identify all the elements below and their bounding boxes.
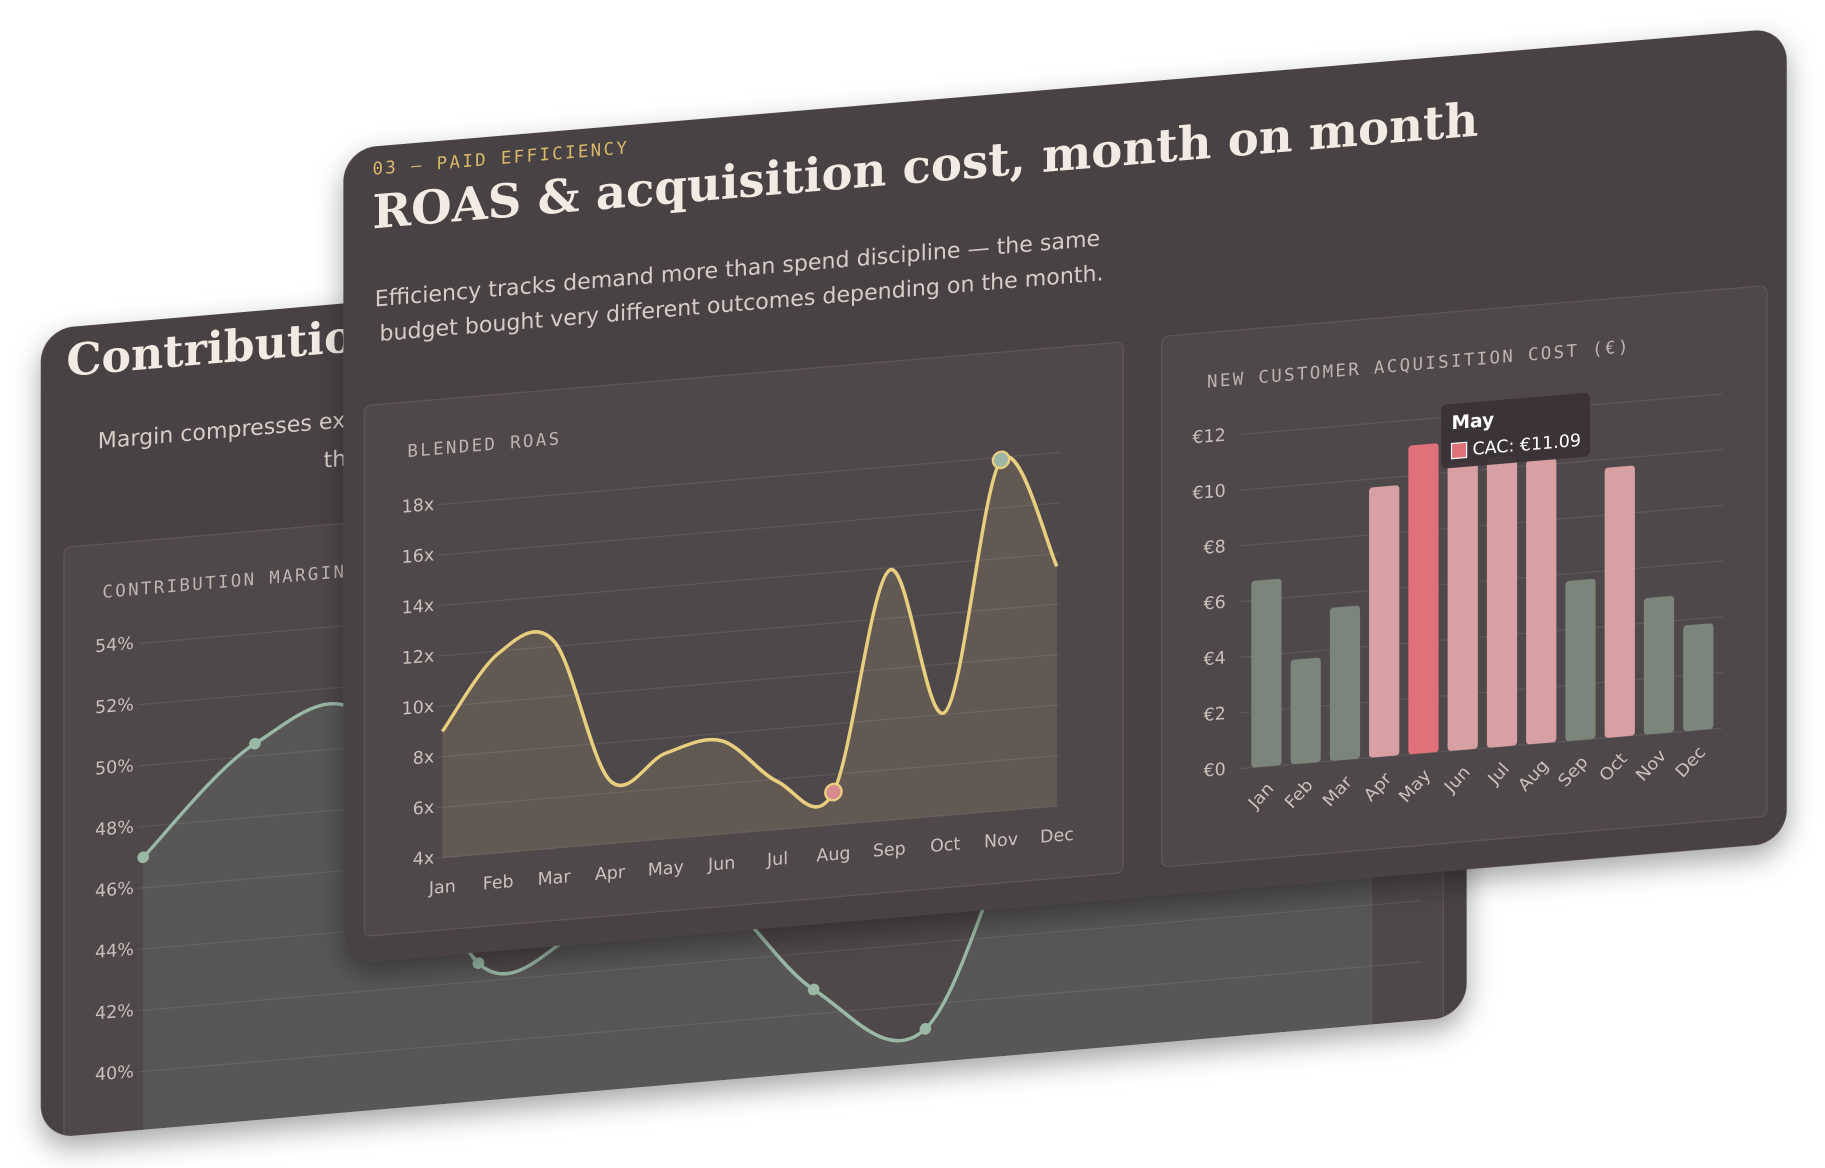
highlight-point <box>991 450 1011 470</box>
bar <box>1604 465 1635 738</box>
y-tick-label: 54% <box>95 634 134 657</box>
highlight-point <box>824 782 843 802</box>
grid-line <box>437 805 1060 859</box>
point <box>249 737 261 750</box>
y-tick-label: 12x <box>402 646 435 669</box>
y-tick-label: 14x <box>402 596 435 619</box>
bar <box>1526 458 1557 745</box>
y-tick-label: 42% <box>95 1001 134 1024</box>
y-tick-label: 8x <box>413 747 434 769</box>
card-subtitle: th <box>324 446 347 474</box>
x-tick-label: Oct <box>930 834 960 857</box>
y-tick-label: 6x <box>413 798 434 820</box>
grid-line <box>138 961 1421 1073</box>
grid-line <box>1239 504 1723 547</box>
grid-line <box>1239 616 1723 658</box>
x-tick-label: Jul <box>766 849 788 871</box>
tooltip-title: May <box>1452 410 1495 435</box>
grid-line <box>437 603 1060 657</box>
y-tick-label: 50% <box>95 756 134 779</box>
line <box>440 454 1059 809</box>
grid-line <box>437 451 1060 506</box>
grid-line <box>437 502 1060 556</box>
x-tick-label: Aug <box>816 844 850 867</box>
bar <box>1643 595 1675 735</box>
point <box>137 851 149 864</box>
grid-line <box>437 704 1060 758</box>
x-tick-label: Jun <box>707 853 735 875</box>
y-tick-label: 40% <box>95 1062 134 1085</box>
tooltip: May CAC: €11.09 <box>1441 392 1591 469</box>
y-tick-label: 18x <box>402 495 435 518</box>
bar <box>1408 443 1439 755</box>
x-tick-label: Dec <box>1040 825 1074 848</box>
y-tick-label: 10x <box>402 697 435 720</box>
y-tick-label: 44% <box>95 940 134 963</box>
grid-line <box>437 754 1060 809</box>
y-tick-label: 46% <box>95 879 134 902</box>
grid-line <box>437 552 1060 607</box>
x-tick-label: May <box>648 858 684 881</box>
y-tick-label: €2 <box>1203 704 1225 726</box>
y-tick-label: 48% <box>95 817 134 840</box>
bar <box>1486 456 1518 748</box>
grid-line <box>1239 449 1723 491</box>
point <box>472 957 485 969</box>
bar <box>1447 462 1478 751</box>
x-tick-label: Apr <box>595 863 626 886</box>
bar <box>1683 623 1714 732</box>
y-tick-label: €4 <box>1203 648 1225 670</box>
bar <box>1369 485 1400 758</box>
y-tick-label: €6 <box>1203 593 1225 615</box>
x-tick-label: Sep <box>873 839 906 862</box>
y-tick-label: 4x <box>413 848 434 870</box>
bar <box>1251 578 1282 768</box>
grid-line <box>437 653 1060 708</box>
chart-panel <box>363 341 1124 937</box>
x-tick-label: Mar <box>538 867 572 890</box>
y-tick-label: €10 <box>1192 481 1225 504</box>
point <box>807 983 820 996</box>
x-tick-label: Jan <box>428 877 456 899</box>
y-tick-label: €0 <box>1203 760 1225 782</box>
bar <box>1565 578 1596 742</box>
tooltip-box <box>1441 392 1591 469</box>
front-card: 03 — PAID EFFICIENCY ROAS & acquisition … <box>343 30 1787 962</box>
y-tick-label: €8 <box>1203 537 1225 559</box>
bar <box>1290 657 1321 765</box>
tooltip-swatch <box>1450 441 1468 460</box>
point <box>919 1023 932 1035</box>
x-tick-label: Feb <box>483 872 514 895</box>
y-tick-label: €12 <box>1192 426 1225 449</box>
grid-line <box>1239 560 1723 603</box>
area <box>143 607 1373 1133</box>
y-tick-label: 16x <box>402 545 435 568</box>
y-tick-label: 52% <box>95 695 134 718</box>
bar <box>1329 605 1361 761</box>
x-tick-label: Nov <box>984 830 1018 853</box>
grid-line <box>1239 727 1723 770</box>
